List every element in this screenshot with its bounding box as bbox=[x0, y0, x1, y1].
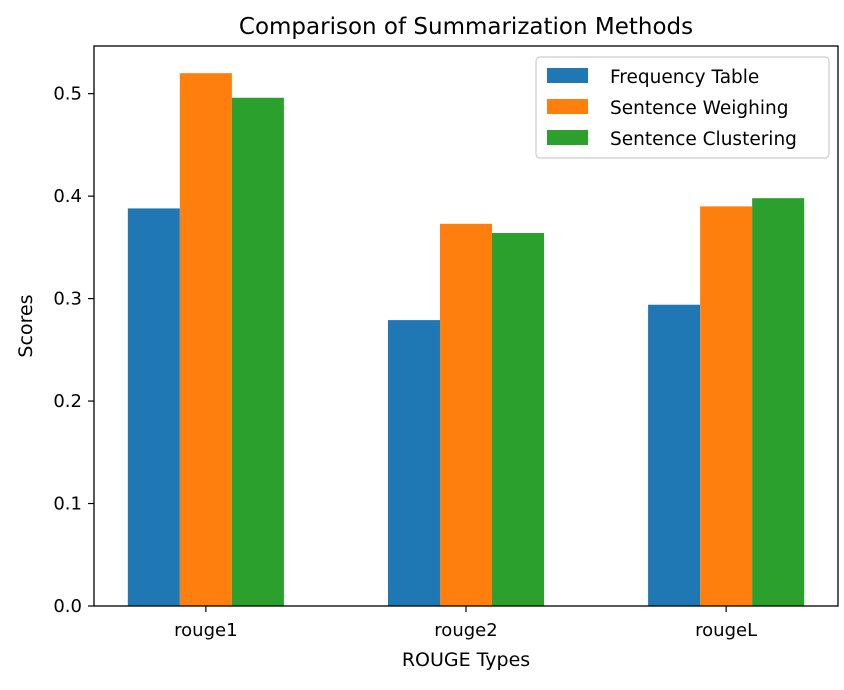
bar-frequency-table-rouge2 bbox=[387, 320, 440, 606]
bar-sentence-weighing-rouge1 bbox=[179, 73, 232, 607]
x-tick-label-rouge1: rouge1 bbox=[174, 620, 237, 641]
bars-layer bbox=[127, 73, 805, 607]
legend: Frequency Table Sentence Weighing Sentence… bbox=[535, 56, 830, 159]
x-axis: rouge1 rouge2 rougeL bbox=[174, 606, 757, 641]
chart-title: Comparison of Summarization Methods bbox=[239, 14, 693, 40]
legend-label-frequency-table: Frequency Table bbox=[610, 67, 759, 88]
y-tick-label: 0.4 bbox=[53, 186, 82, 207]
bar-frequency-table-rougeL bbox=[648, 304, 701, 606]
y-axis: 0.0 0.1 0.2 0.3 0.4 0.5 bbox=[53, 84, 94, 617]
y-tick-label: 0.1 bbox=[53, 494, 82, 515]
y-tick-label: 0.0 bbox=[53, 596, 82, 617]
x-tick-label-rougeL: rougeL bbox=[695, 620, 757, 641]
legend-box bbox=[535, 56, 830, 159]
y-tick-label: 0.3 bbox=[53, 289, 82, 310]
bar-frequency-table-rouge1 bbox=[127, 208, 180, 606]
bar-sentence-clustering-rougeL bbox=[752, 198, 805, 607]
bar-sentence-weighing-rouge2 bbox=[439, 223, 493, 607]
bar-sentence-clustering-rouge2 bbox=[492, 233, 545, 606]
legend-label-sentence-weighing: Sentence Weighing bbox=[610, 98, 788, 119]
legend-swatch-sentence-clustering bbox=[547, 130, 588, 145]
bar-sentence-clustering-rouge1 bbox=[231, 97, 284, 606]
plot-frame bbox=[93, 45, 839, 607]
legend-swatch-sentence-weighing bbox=[547, 99, 588, 114]
bar-sentence-weighing-rougeL bbox=[700, 206, 753, 606]
x-tick-label-rouge2: rouge2 bbox=[434, 620, 497, 641]
y-tick-label: 0.2 bbox=[53, 391, 82, 412]
legend-label-sentence-clustering: Sentence Clustering bbox=[610, 129, 797, 150]
legend-swatch-frequency-table bbox=[547, 68, 588, 83]
x-axis-label: ROUGE Types bbox=[402, 649, 530, 671]
y-axis-label: Scores bbox=[15, 294, 37, 357]
y-tick-label: 0.5 bbox=[53, 84, 82, 105]
